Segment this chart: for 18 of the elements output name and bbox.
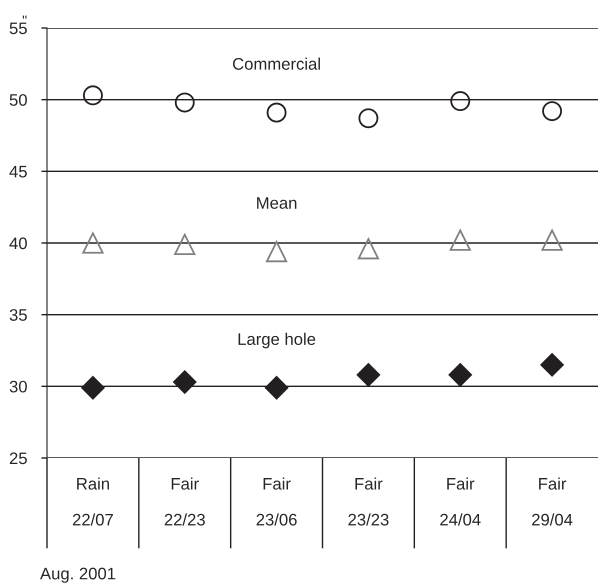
y-tick-label: 25: [10, 452, 27, 464]
text: Aug. 2001: [40, 568, 116, 583]
y-tick-label: 45: [9, 166, 27, 178]
category-label: Rain 22/07: [72, 477, 113, 526]
y-axis-title: ": [22, 16, 27, 19]
category-label: Fair 29/04: [532, 477, 572, 526]
text: Commercial: [232, 58, 320, 70]
text: Large hole: [238, 332, 316, 348]
category-label: Fair 23/06: [256, 477, 297, 526]
text: Mean: [257, 197, 296, 209]
category-label: Fair 24/04: [440, 477, 481, 526]
category-label: Fair 23/23: [348, 477, 389, 526]
y-tick-label: 40: [9, 237, 27, 250]
y-tick-label: 30: [10, 380, 27, 393]
y-tick-label: 50: [10, 94, 27, 106]
y-tick-label: 55: [10, 22, 27, 34]
category-label: Fair 22/23: [164, 477, 205, 526]
y-tick-label: 35: [10, 309, 27, 321]
